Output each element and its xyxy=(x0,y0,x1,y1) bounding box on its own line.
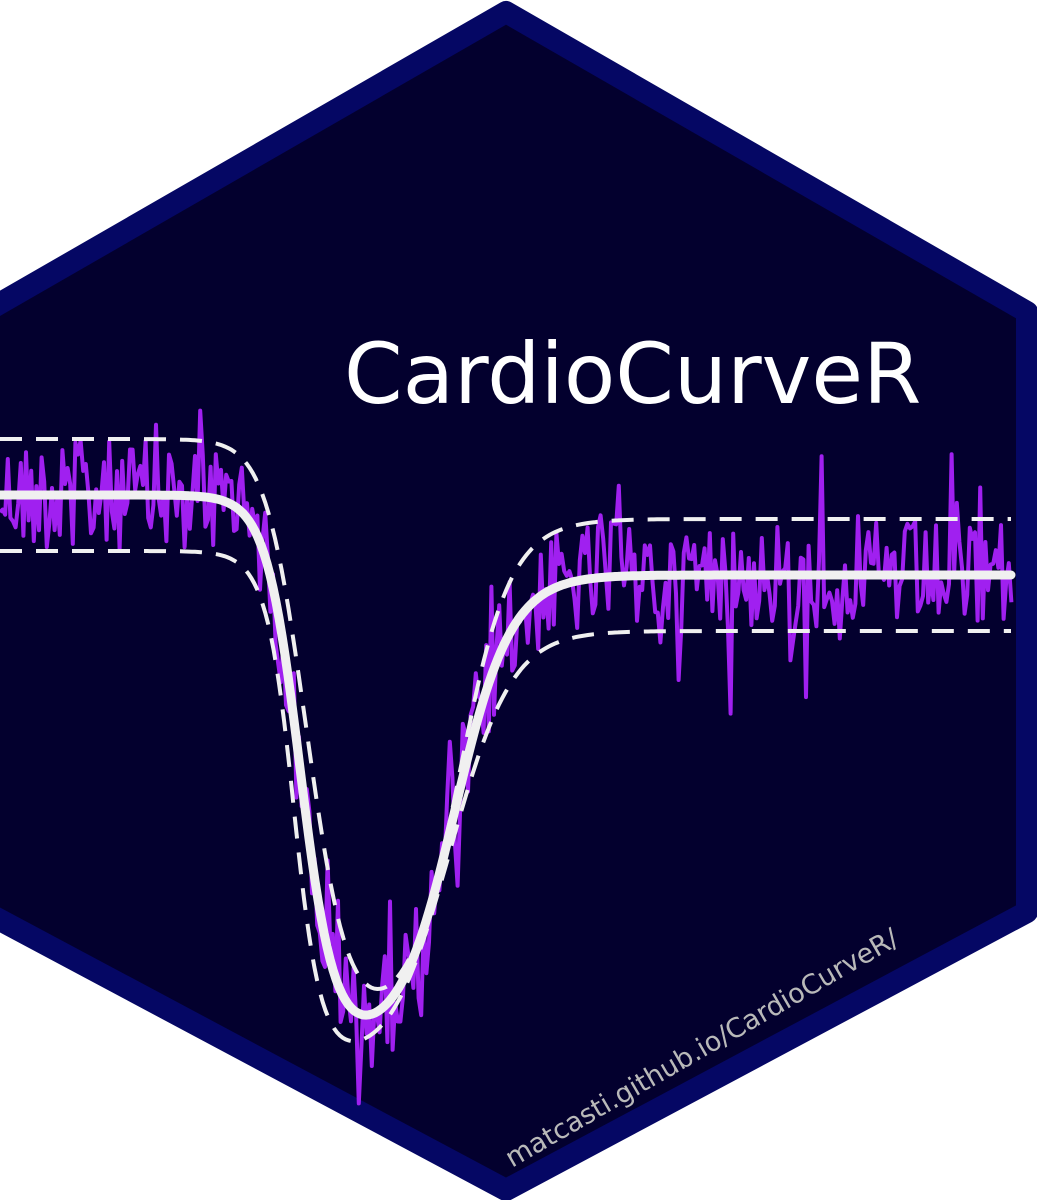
lower-band-line xyxy=(0,549,1011,1044)
upper-band-line xyxy=(0,437,1011,992)
fitted-curve xyxy=(0,490,1016,1020)
package-title: CardioCurveR xyxy=(344,325,921,423)
